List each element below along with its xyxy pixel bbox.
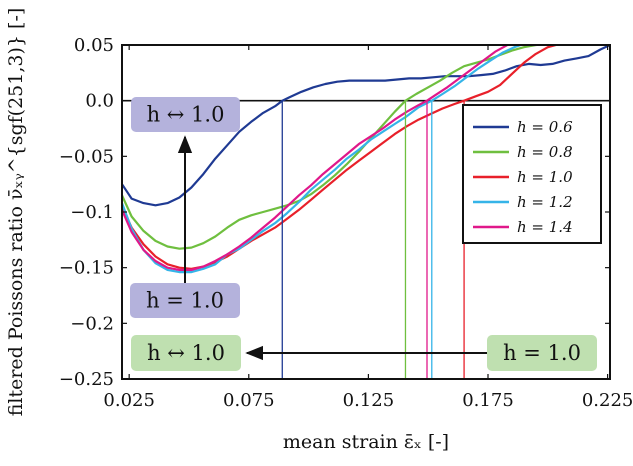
annotation-box [131, 335, 241, 371]
plot-frame [121, 44, 611, 380]
annotation-box [131, 97, 240, 132]
x-axis-label: mean strain ε̄ₓ [-] [283, 431, 449, 453]
legend-label: h = 0.6 [517, 118, 573, 136]
y-tick-label: −0.15 [59, 258, 114, 279]
y-tick-label: 0.05 [74, 35, 114, 56]
legend-label: h = 0.8 [517, 143, 573, 161]
series-line [122, 45, 610, 207]
x-tick-label: 0.125 [343, 390, 395, 411]
x-tick-label: 0.075 [223, 390, 275, 411]
series-line [122, 45, 525, 274]
x-tick-label: 0.175 [462, 390, 514, 411]
y-tick-label: −0.25 [59, 369, 114, 390]
series-line [122, 45, 510, 271]
annotation-label: h = 1.0 [503, 341, 581, 365]
series-line [122, 45, 548, 250]
y-tick-label: −0.1 [70, 202, 114, 223]
legend-label: h = 1.4 [517, 218, 573, 236]
legend: h = 0.6 h = 0.8 h = 1.0 h = 1.2 h = 1.4 [462, 104, 602, 244]
tick-layer: 0.025 0.075 0.125 0.175 0.225 0.05 0.0 −0.05 −0.… [59, 35, 633, 411]
y-tick-label: −0.05 [59, 146, 114, 167]
annotation-layer: h ↔ 1.0 h = 1.0 h ↔ 1.0 h = 1.0 [130, 97, 597, 371]
annotation-label: h ↔ 1.0 [147, 341, 225, 365]
y-axis-label: filtered Poissons ratio ν̄ₓᵧ^{sgf(251,3)… [5, 8, 27, 417]
x-tick-label: 0.225 [582, 390, 633, 411]
zero-crossing-layer [281, 100, 465, 379]
legend-label: h = 1.0 [517, 168, 573, 186]
x-tick-label: 0.025 [103, 390, 155, 411]
annotation-box [487, 335, 597, 371]
annotation-label: h = 1.0 [146, 289, 224, 313]
legend-label: h = 1.2 [517, 193, 573, 211]
y-tick-label: −0.2 [70, 313, 114, 334]
y-tick-label: 0.0 [85, 91, 114, 112]
annotation-box [130, 283, 240, 318]
annotation-label: h ↔ 1.0 [147, 103, 225, 127]
